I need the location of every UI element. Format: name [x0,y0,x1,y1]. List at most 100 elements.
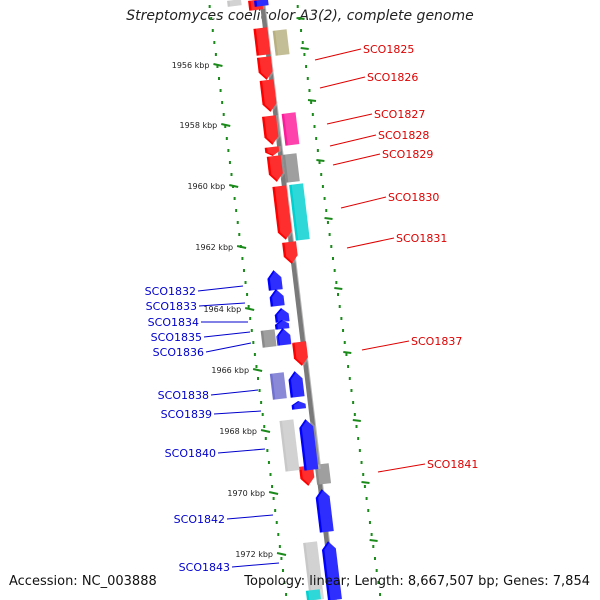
gene-arrow-shade [272,288,288,307]
strand-dot [340,317,343,320]
map-title: Streptomyces coelicolor A3(2), complete … [126,8,474,24]
minor-tick-mark [343,351,352,354]
kbp-tick-mark [268,491,279,495]
gene-label-reverse[interactable]: SCO1842 [174,513,225,526]
gene-label-forward[interactable]: SCO1841 [427,458,478,471]
gene-label-reverse[interactable]: SCO1838 [158,389,209,402]
accession-text: Accession: NC_003888 [9,574,157,589]
strand-dot [372,545,375,548]
gene-label-forward[interactable]: SCO1828 [378,129,429,142]
gene-arrow-shade [277,307,293,323]
gene-arrow-shape [305,589,321,600]
gene-arrow-shade [284,152,303,183]
strand-dot [213,41,216,44]
gene-label-reverse[interactable]: SCO1834 [148,316,199,329]
strand-dot [343,341,346,344]
leader-line [231,562,280,568]
gene-label-forward[interactable]: SCO1837 [411,335,462,348]
gene-arrow-shape [261,115,279,145]
gene-label-reverse[interactable]: SCO1835 [151,331,202,344]
gene-label-forward[interactable]: SCO1831 [396,232,447,245]
strand-dot [310,101,313,104]
gene-arrow-shade [308,588,324,600]
kbp-tick-label: 1970 kbp [227,489,265,498]
gene-arrow-shape [274,308,290,323]
gene-features [227,0,345,600]
leader-line [361,340,410,351]
gene-label-reverse[interactable]: SCO1833 [146,300,197,313]
gene-label-forward[interactable]: SCO1826 [367,71,418,84]
leader-line [210,389,259,396]
gene-label-forward[interactable]: SCO1830 [388,191,439,204]
strand-dot [328,233,331,236]
gene-arrow-shade [281,419,302,472]
leader-line [314,48,362,61]
gene-arrow [305,588,324,600]
gene-arrow [299,418,321,471]
gene-arrow [276,327,294,346]
strand-dots [208,5,382,596]
strand-dot [353,413,356,416]
gene-arrow-shape [259,79,277,112]
gene-arrow-shape [282,153,300,183]
strand-dot [345,353,348,356]
strand-dot [321,185,324,188]
gene-arrow [289,183,313,241]
strand-dot [303,53,306,56]
gene-arrow [291,400,309,410]
gene-label-reverse[interactable]: SCO1840 [165,447,216,460]
gene-label-reverse[interactable]: SCO1843 [179,561,230,574]
kbp-tick-label: 1956 kbp [172,61,210,70]
gene-arrow-shape [289,183,310,241]
strand-dot [347,365,350,368]
gene-arrow [256,55,276,80]
gene-arrow-shape [279,419,300,472]
label-leader-lines [197,48,426,568]
gene-label-reverse[interactable]: SCO1836 [153,346,204,359]
gene-label-reverse[interactable]: SCO1832 [145,285,196,298]
gene-arrow [282,240,301,264]
gene-label-forward[interactable]: SCO1829 [382,148,433,161]
strand-dot [266,449,269,452]
strand-dot [224,125,227,128]
gene-arrow [269,371,290,400]
strand-dot [305,65,308,68]
gene-arrow-shape [298,465,315,486]
gene-arrow-shape [269,289,285,307]
kbp-tick-label: 1960 kbp [187,182,225,191]
strand-dot [261,413,264,416]
strand-dot [210,17,213,20]
strand-dot [222,113,225,116]
gene-label-forward[interactable]: SCO1827 [374,108,425,121]
leader-line [340,196,387,209]
strand-dot [357,437,360,440]
leader-line [205,342,252,353]
gene-label-forward[interactable]: SCO1825 [363,43,414,56]
minor-tick-mark [361,481,370,484]
gene-arrow [254,0,272,7]
strand-dot [250,329,253,332]
strand-dot [283,581,286,584]
gene-arrow-shape [227,0,242,7]
strand-dot [331,257,334,260]
strand-dot [271,485,274,488]
strand-dot [278,545,281,548]
strand-dot [365,497,368,500]
leader-line [326,113,373,125]
strand-dot [367,509,370,512]
leader-line [329,134,377,147]
strand-dot [258,389,261,392]
gene-arrow-shade [272,371,290,400]
strand-dot [362,473,365,476]
gene-arrow-shade [294,400,309,410]
gene-arrow-shape [260,329,277,348]
gene-arrow-shade [255,26,273,56]
minor-tick-mark [352,419,361,422]
gene-label-reverse[interactable]: SCO1839 [161,408,212,421]
minor-tick-mark [296,17,305,20]
strand-dot [241,257,244,260]
gene-arrow-shade [229,0,245,7]
strand-dot [269,473,272,476]
kbp-tick-label: 1968 kbp [219,427,257,436]
strand-dot [208,5,211,8]
